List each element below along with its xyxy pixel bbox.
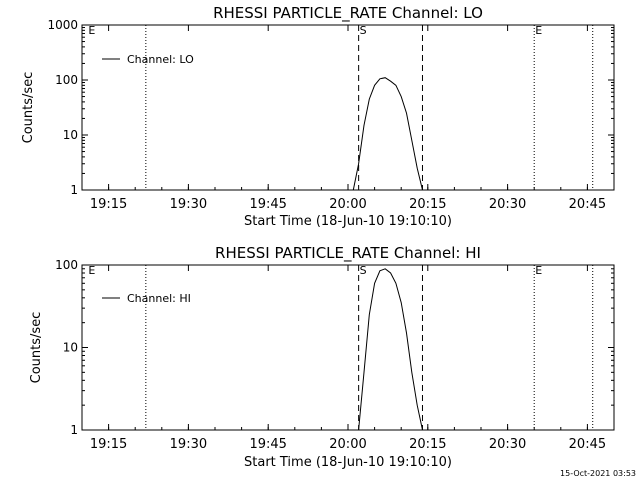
y-axis-label: Counts/sec [29, 312, 44, 384]
y-tick-label: 10 [63, 341, 78, 355]
y-tick-label: 100 [55, 73, 78, 87]
x-tick-label: 19:45 [249, 437, 286, 452]
event-marker: E [535, 264, 542, 277]
chart-title: RHESSI PARTICLE_RATE Channel: LO [213, 4, 483, 23]
y-tick-label: 10 [63, 128, 78, 142]
x-axis-label: Start Time (18-Jun-10 19:10:10) [244, 455, 452, 470]
x-tick-label: 20:30 [489, 197, 526, 212]
x-tick-label: 20:45 [569, 437, 606, 452]
x-axis-label: Start Time (18-Jun-10 19:10:10) [244, 214, 452, 229]
x-tick-label: 20:00 [329, 437, 366, 452]
y-tick-label: 100 [55, 258, 78, 272]
y-tick-label: 1000 [47, 18, 78, 32]
x-tick-label: 20:30 [489, 437, 526, 452]
legend-label: Channel: HI [127, 292, 191, 305]
x-tick-label: 19:15 [90, 437, 127, 452]
x-tick-label: 19:15 [90, 197, 127, 212]
x-tick-label: 20:15 [409, 437, 446, 452]
x-tick-label: 19:30 [170, 197, 207, 212]
y-axis-label: Counts/sec [21, 72, 36, 144]
event-marker: E [88, 24, 95, 37]
x-tick-label: 20:45 [569, 197, 606, 212]
x-tick-label: 20:15 [409, 197, 446, 212]
chart-title: RHESSI PARTICLE_RATE Channel: HI [215, 244, 481, 263]
event-marker: E [535, 24, 542, 37]
series-line [352, 77, 423, 191]
y-tick-label: 1 [70, 423, 78, 437]
x-tick-label: 20:00 [329, 197, 366, 212]
x-tick-label: 19:30 [170, 437, 207, 452]
x-tick-label: 19:45 [249, 197, 286, 212]
series-line [358, 268, 423, 431]
y-tick-label: 1 [70, 183, 78, 197]
event-marker: S [360, 264, 367, 277]
timestamp-label: 15-Oct-2021 03:53 [560, 469, 636, 478]
event-marker: S [360, 24, 367, 37]
legend-label: Channel: LO [127, 53, 194, 66]
event-marker: E [88, 264, 95, 277]
